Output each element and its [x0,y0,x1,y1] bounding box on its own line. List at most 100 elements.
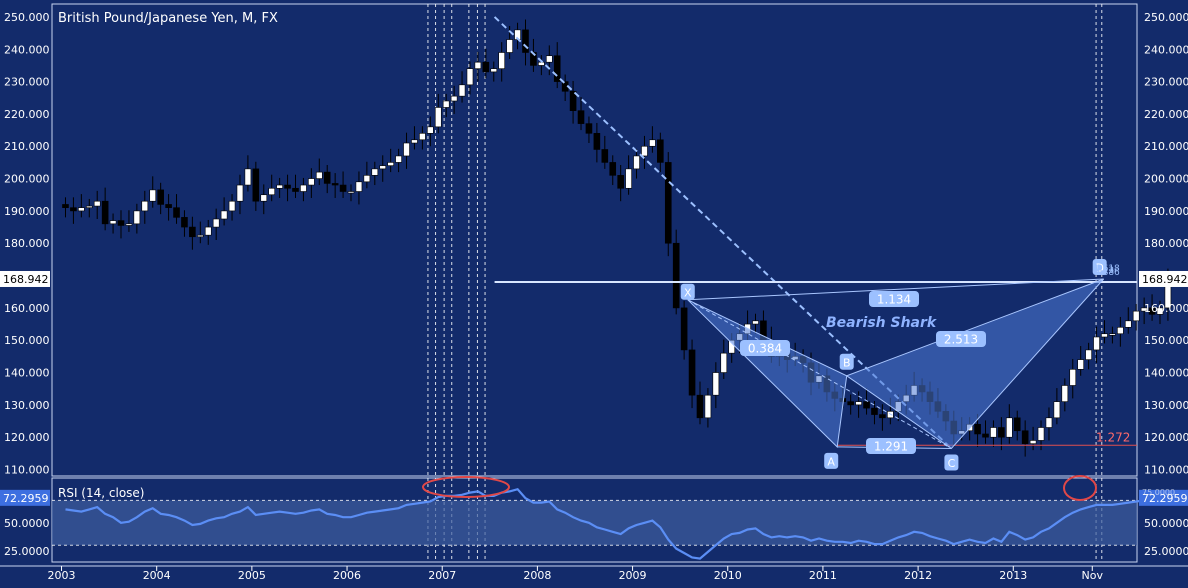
rsi-tick-label-left: 50.0000 [4,517,50,530]
bearish-candle [62,204,69,208]
bullish-candle [403,142,410,157]
bullish-candle [347,191,355,194]
pattern-xd-line [687,278,1104,301]
bullish-candle [1053,401,1061,419]
bullish-candle [85,205,93,208]
price-tick-label-left: 250.000 [4,11,50,24]
bearish-candle [593,133,601,150]
ratio-abc: 1.291 [874,440,908,454]
price-tick-label-left: 190.000 [4,205,50,218]
bullish-candle [649,139,656,147]
bullish-candle [387,162,394,166]
bullish-candle [490,68,498,73]
ratio-abc-bg [866,438,916,454]
time-tick-label: 2010 [714,569,742,582]
bearish-candle [339,184,347,192]
price-tick-label-left: 200.000 [4,173,50,186]
bullish-candle [1101,333,1108,338]
bearish-candle [553,55,561,82]
ratio-bcd-bg [936,331,986,347]
rsi-value-tag-right-bg [1139,489,1188,506]
bullish-candle [466,68,474,86]
price-tick-label-right: 200.000 [1144,173,1188,186]
price-tick-label-left: 130.000 [4,399,50,412]
ratio-xad-bg [869,291,919,307]
pattern-point-d-bg [1092,258,1107,275]
bullish-candle [78,207,85,212]
pattern-point-a-bg [824,452,839,469]
price-tick-label-left: 180.000 [4,237,50,250]
bullish-candle [379,165,387,170]
bullish-candle [506,39,513,53]
price-tick-label-left: 110.000 [4,464,50,477]
bearish-candle [101,200,109,225]
bullish-candle [371,168,379,176]
bullish-candle [641,145,648,157]
rsi-value-tag-left: 72.2959 [3,492,49,505]
bearish-candle [173,207,180,218]
bullish-candle [625,168,632,189]
bearish-candle [680,307,688,351]
bullish-candle [149,189,157,202]
bullish-candle [855,401,862,406]
bearish-candle [974,423,981,435]
rsi-value-tag-left-bg [0,489,50,506]
bullish-candle [141,200,149,212]
price-tick-label-left: 150.000 [4,334,50,347]
time-tick-label: Nov [1082,569,1104,582]
price-tick-label-right: 210.000 [1144,140,1188,153]
rsi-label: RSI (14, close) [58,486,144,500]
ratio-xad: 1.134 [877,293,911,307]
price-tick-label-right: 250.000 [1144,11,1188,24]
bullish-candle [1006,417,1013,438]
time-tick-label: 2006 [333,569,361,582]
price-tick-label-right: 140.000 [1144,367,1188,380]
bullish-candle [363,175,371,183]
bullish-candle [395,155,402,163]
bullish-candle [419,133,426,141]
d-side-label: 0.886 [1094,268,1120,278]
bullish-candle [197,234,204,238]
price-tick-label-right: 180.000 [1144,237,1188,250]
price-tick-label-right: 130.000 [1144,399,1188,412]
bullish-candle [1069,369,1077,386]
bullish-candle [204,226,212,236]
bearish-candle [117,220,125,226]
bullish-candle [442,100,450,108]
time-tick-label: 2012 [904,569,932,582]
bullish-candle [538,61,545,66]
rsi-highlight-ellipse [422,476,510,498]
d-side-label: 1.13 [1094,266,1114,276]
time-tick-label: 2004 [143,569,171,582]
current-price-tag-right-bg [1139,270,1188,287]
bullish-candle [133,210,141,225]
bullish-candle [1140,307,1148,312]
price-tick-label-left: 240.000 [4,43,50,56]
price-tick-label-right: 220.000 [1144,108,1188,121]
bullish-candle [244,168,252,186]
bullish-candle [712,372,720,396]
bullish-candle [276,184,283,189]
price-tick-label-right: 110.000 [1144,464,1188,477]
bearish-candle [617,175,624,189]
rsi-tick-label-right: 50.0000 [1144,517,1188,530]
bullish-candle [633,155,640,170]
bullish-candle [93,200,101,207]
price-tick-label-left: 230.000 [4,76,50,89]
bullish-candle [220,210,228,220]
bearish-candle [331,183,339,186]
bearish-candle [189,226,196,238]
pattern-name-label: Bearish Shark [826,315,938,331]
bearish-candle [847,401,854,406]
time-tick-label: 2011 [809,569,837,582]
bullish-candle [458,84,466,97]
bullish-candle [212,218,220,228]
pattern-xc-line [687,299,952,449]
bullish-candle [1117,326,1124,335]
time-tick-label: 2003 [48,569,76,582]
price-tick-label-left: 220.000 [4,108,50,121]
rsi-band [52,500,1137,546]
ratio-xab-bg [740,340,790,356]
price-tick-label-left: 210.000 [4,140,50,153]
